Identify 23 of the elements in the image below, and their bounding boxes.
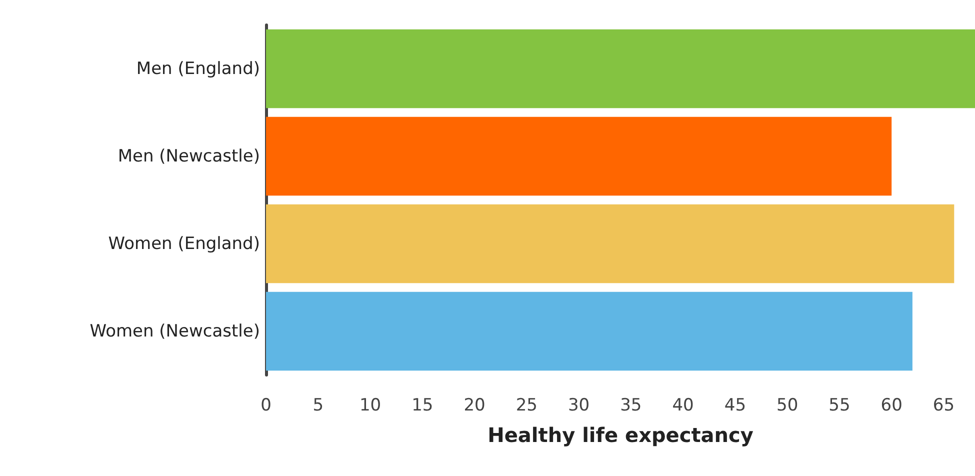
- x-tick-label: 25: [516, 396, 538, 416]
- x-tick-label: 65: [932, 396, 955, 416]
- x-tick-label: 5: [312, 396, 324, 416]
- x-tick-label: 0: [260, 396, 272, 416]
- x-tick-label: 50: [776, 396, 798, 416]
- x-tick-label: 15: [412, 396, 434, 416]
- x-tick-label: 30: [568, 396, 590, 416]
- bar: [266, 116, 892, 196]
- x-tick-label: 60: [880, 396, 902, 416]
- x-axis-title: Healthy life expectancy: [488, 423, 754, 447]
- y-tick-label: Men (England): [136, 58, 260, 79]
- bar: [266, 292, 912, 371]
- x-tick-label: 20: [464, 396, 486, 416]
- bar: [266, 29, 975, 108]
- y-tick-label: Women (England): [108, 234, 260, 254]
- y-tick-label: Men (Newcastle): [118, 146, 260, 166]
- x-tick-label: 40: [672, 396, 694, 416]
- x-tick-label: 45: [724, 396, 746, 416]
- x-tick-label: 10: [359, 396, 382, 416]
- bar: [266, 204, 954, 284]
- y-tick-label: Women (Newcastle): [90, 321, 260, 342]
- x-tick-label: 55: [828, 396, 850, 416]
- x-tick-label: 35: [620, 396, 642, 416]
